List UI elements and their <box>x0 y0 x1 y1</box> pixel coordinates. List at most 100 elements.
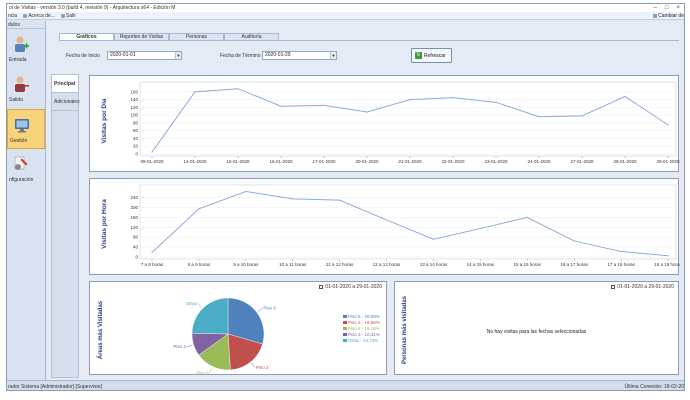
persons-panel: 01-01-2020 a 29-01-2020 Personas más vis… <box>394 281 679 375</box>
menu-item-ncia[interactable]: ncia <box>8 12 18 19</box>
x-tick-label: 20-01-2020 <box>355 159 379 164</box>
pie-slice-label: Otras <box>186 301 198 306</box>
x-tick-label: 10 a 11 horas <box>279 262 307 267</box>
refresh-label: Refrescar <box>424 52 446 59</box>
window-title: ol de Visitas - versión 3.0 (build 4, re… <box>9 5 176 11</box>
y-tick-label: 140 <box>130 97 138 102</box>
end-date-value: 2020-01-29 <box>265 52 291 58</box>
tab-reportes[interactable]: Reportes de Visitas <box>114 33 169 40</box>
y-tick-label: 40 <box>133 245 139 250</box>
persons-date-range: 01-01-2020 a 29-01-2020 <box>611 284 674 290</box>
start-date-picker[interactable]: 2020-01-01 ▼ <box>107 51 182 60</box>
data-point <box>620 250 622 253</box>
tab-personas[interactable]: Personas <box>169 33 224 40</box>
sidebar-item-label: nfiguración <box>9 177 34 183</box>
x-tick-label: 17 a 18 horas <box>607 262 635 267</box>
x-tick-label: 14 a 15 horas <box>467 262 495 267</box>
y-tick-label: 240 <box>130 195 138 200</box>
legend-swatch <box>343 332 347 336</box>
menu-item-cambiar[interactable]: Cambiar de <box>653 12 684 20</box>
y-tick-label: 40 <box>133 136 139 141</box>
data-point <box>495 101 497 103</box>
chart-ylabel: Visitas por Hora <box>101 199 108 249</box>
data-point <box>538 116 540 118</box>
start-date-label: Fecha de Inicio <box>66 53 100 59</box>
pie-slice-label: Piso 6 <box>196 370 209 375</box>
chevron-down-icon[interactable]: ▼ <box>175 52 181 59</box>
main-content: Gráficos Reportes de Visitas Personas Au… <box>47 21 684 380</box>
sidebar-item-entrada[interactable]: Entrada <box>7 29 45 69</box>
x-tick-label: 29-01-2020 <box>656 159 680 164</box>
monitor-icon <box>15 119 29 133</box>
pie-legend: Piso 5 - 29,58% Piso 2 - 19,55% Piso 6 - 1… <box>343 313 380 343</box>
x-tick-label: 13 a 14 horas <box>420 262 448 267</box>
title-bar: ol de Visitas - versión 3.0 (build 4, re… <box>7 4 684 12</box>
x-tick-label: 24-01-2020 <box>527 159 551 164</box>
data-point <box>198 208 200 210</box>
vtab-principal[interactable]: Principal <box>52 75 78 93</box>
user-remove-icon <box>15 76 29 92</box>
refresh-button[interactable]: ↻ Refrescar <box>411 48 452 63</box>
data-point <box>339 199 341 201</box>
app-window: ol de Visitas - versión 3.0 (build 4, re… <box>6 3 685 391</box>
refresh-icon: ↻ <box>415 52 422 59</box>
x-tick-label: 22-01-2020 <box>441 159 465 164</box>
chart-ylabel: Áreas más Visitadas <box>97 300 104 359</box>
pie-slice <box>191 297 229 335</box>
end-date-picker[interactable]: 2020-01-29 ▼ <box>262 51 337 60</box>
pie-leader-line <box>197 303 203 308</box>
sidebar-item-label: Gestión <box>10 138 28 144</box>
persons-axis: Personas más visitadas <box>402 295 408 364</box>
menu-item-acerca[interactable]: Acerca de... <box>23 13 55 19</box>
x-tick-label: 17-01-2020 <box>312 159 336 164</box>
x-tick-label: 12 a 13 horas <box>373 262 401 267</box>
areas-date-range: 01-01-2020 a 29-01-2020 <box>319 284 382 290</box>
data-point <box>366 111 368 113</box>
y-tick-label: 200 <box>130 205 138 210</box>
exit-icon <box>60 13 65 18</box>
legend-label: Piso 5 - 29,58% <box>348 313 380 319</box>
minimize-icon[interactable]: – <box>653 5 657 11</box>
x-tick-label: 16-01-2020 <box>269 159 293 164</box>
legend-item: Piso 3 - 10,31% <box>343 331 380 337</box>
pie-slice-label: Piso 5 <box>263 306 276 311</box>
chart-ylabel: Visitas por Día <box>101 98 108 143</box>
close-icon[interactable]: × <box>676 5 680 11</box>
x-tick-label: 7 a 8 horas <box>141 262 164 267</box>
sidebar-item-gestion[interactable]: Gestión <box>7 109 45 149</box>
data-point <box>280 105 282 107</box>
pie-leader-line <box>209 367 213 373</box>
data-point <box>581 115 583 117</box>
areas-panel: 01-01-2020 a 29-01-2020 Áreas más Visita… <box>89 281 387 375</box>
data-point <box>385 219 388 221</box>
vtab-adicionales[interactable]: Adicionales <box>52 93 80 111</box>
pie-leader-line <box>251 362 256 368</box>
x-tick-label: 18 a 19 horas <box>654 262 680 267</box>
menu-bar: ncia Acerca de... Salir Cambiar de <box>7 12 684 20</box>
data-point <box>452 97 454 99</box>
x-tick-label: 16 a 17 horas <box>560 262 588 267</box>
data-point <box>624 95 626 98</box>
tab-auditoria[interactable]: Auditoría <box>224 33 279 40</box>
legend-item: Piso 2 - 19,55% <box>343 319 380 325</box>
persons-title: Personas más visitadas <box>402 295 408 364</box>
menu-item-salir[interactable]: Salir <box>60 13 76 19</box>
calendar-icon[interactable] <box>611 285 616 289</box>
data-point <box>479 227 481 230</box>
x-tick-label: 9 a 10 horas <box>233 262 259 267</box>
tab-graficos[interactable]: Gráficos <box>59 33 114 40</box>
pie-slice-label: Piso 3 <box>173 344 186 349</box>
x-tick-label: 8 a 9 horas <box>188 262 211 267</box>
data-point <box>526 216 528 219</box>
x-tick-label: 27-01-2020 <box>570 159 594 164</box>
chevron-down-icon[interactable]: ▼ <box>330 52 336 59</box>
sidebar-item-salida[interactable]: Salida <box>7 69 45 109</box>
legend-swatch <box>343 326 347 330</box>
sidebar-item-configuracion[interactable]: nfiguración <box>7 149 45 189</box>
legend-item: Piso 6 - 16,19% <box>343 325 380 331</box>
data-point <box>409 99 411 101</box>
legend-item: Otras - 24,74% <box>343 337 380 343</box>
maximize-icon[interactable]: □ <box>664 5 669 11</box>
calendar-icon[interactable] <box>319 285 324 289</box>
info-icon <box>23 13 28 18</box>
